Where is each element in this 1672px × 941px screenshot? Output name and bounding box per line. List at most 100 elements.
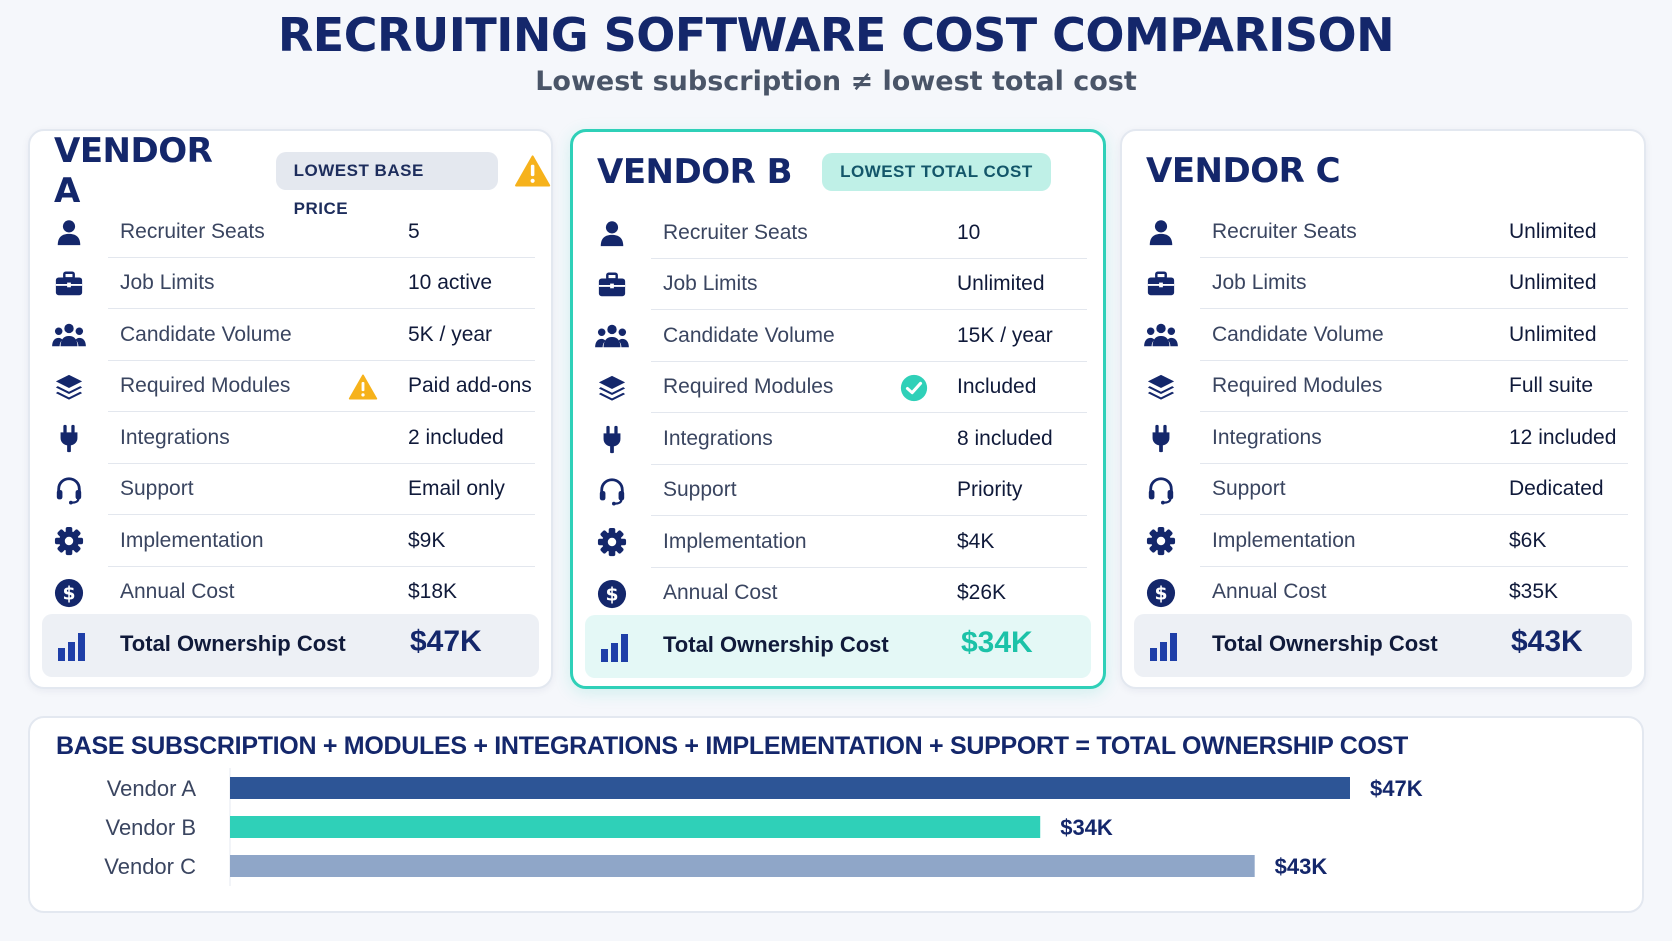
feature-row: Implementation $9K [30,515,551,567]
dollar-icon: $ [595,578,629,610]
bar-vendor-b [230,816,1041,838]
feature-value: $4K [957,529,995,553]
vendor-feature-list: Recruiter Seats 10 Job Limits Unlimited Cand… [573,207,1103,619]
row-divider [651,515,1087,516]
feature-label: Recruiter Seats [1212,219,1357,243]
row-divider [108,565,535,567]
feature-value: Unlimited [1509,271,1597,295]
layers-icon [595,372,629,404]
feature-row: Recruiter Seats 10 [573,207,1103,259]
user-icon [595,217,629,249]
svg-text:$: $ [605,584,618,605]
user-icon [52,216,86,248]
feature-value: 5 [408,219,420,243]
bar-value-label: $34K [1060,815,1113,840]
category-label: Vendor B [105,815,196,840]
briefcase-icon [1144,268,1178,300]
feature-row: Integrations 2 included [30,412,551,464]
row-divider [108,462,535,464]
feature-row: Integrations 8 included [573,413,1103,465]
feature-label: Job Limits [120,271,215,295]
total-cost-bar-chart: Vendor A $47K Vendor B $34K Vendor C $43K [104,768,1423,886]
feature-label: Candidate Volume [1212,322,1384,346]
feature-value: Dedicated [1509,477,1604,501]
total-ownership-label: Total Ownership Cost [1212,631,1438,656]
feature-value: 5K / year [408,322,493,346]
group-icon [52,319,86,351]
feature-value: 12 included [1509,425,1617,449]
warning-icon [348,372,378,402]
total-cost-chart-panel: BASE SUBSCRIPTION + MODULES + INTEGRATIO… [28,716,1644,913]
bar-value-label: $43K [1275,854,1328,879]
row-divider [1200,256,1628,258]
row-divider [651,257,1087,259]
feature-label: Implementation [1212,528,1356,552]
feature-value: $26K [957,581,1007,605]
row-divider [651,463,1087,465]
warning-icon [514,154,551,188]
feature-label: Required Modules [663,375,834,399]
gear-icon [1144,525,1178,557]
total-ownership-label: Total Ownership Cost [663,632,889,657]
feature-row: Candidate Volume Unlimited [1122,309,1644,361]
feature-value: 15K / year [957,323,1053,347]
row-divider [651,412,1087,413]
vendor-card-b: VENDOR B LOWEST TOTAL COST Recruiter Seats… [570,129,1106,689]
feature-value: 2 included [408,425,504,449]
row-divider [651,566,1087,568]
feature-label: Required Modules [120,374,291,398]
row-divider [108,256,535,258]
user-icon [1144,216,1178,248]
briefcase-icon [52,268,86,300]
feature-row: Required Modules Paid add-ons [30,361,551,412]
feature-row: Candidate Volume 15K / year [573,310,1103,362]
row-divider [108,514,535,515]
feature-label: Job Limits [1212,271,1307,295]
feature-value: Full suite [1509,374,1594,398]
row-divider [651,360,1087,362]
row-divider [1200,514,1628,515]
feature-value: Included [957,375,1037,399]
feature-row: Recruiter Seats Unlimited [1122,206,1644,258]
feature-row: Support Email only [30,464,551,515]
headset-icon [52,474,86,506]
layers-icon [1144,371,1178,403]
bar-chart-icon [1148,630,1184,662]
bar-value-label: $47K [1370,776,1423,801]
vendor-card-header: VENDOR A LOWEST BASE PRICE [54,131,551,218]
feature-label: Support [663,478,737,502]
plug-icon [595,423,629,455]
feature-label: Support [120,477,194,501]
bar-chart-icon [599,631,635,663]
feature-row: Integrations 12 included [1122,412,1644,464]
feature-value: Priority [957,478,1023,502]
feature-value: 10 [957,220,981,244]
feature-label: Annual Cost [120,580,235,604]
vendor-card-a: VENDOR A LOWEST BASE PRICE Recruiter Seats… [28,129,553,689]
vendor-card-header: VENDOR B LOWEST TOTAL COST [597,150,1051,194]
vendor-feature-list: Recruiter Seats 5 Job Limits 10 active Candi… [30,206,551,618]
total-ownership-row: Total Ownership Cost $47K [42,614,539,677]
plug-icon [52,422,86,454]
feature-row: Implementation $4K [573,516,1103,568]
row-divider [108,308,535,309]
feature-label: Support [1212,477,1286,501]
feature-label: Annual Cost [663,581,778,605]
check-circle-icon [899,373,929,403]
page-title: RECRUITING SOFTWARE COST COMPARISON [277,8,1395,62]
row-divider [108,411,535,412]
group-icon [595,320,629,352]
bar-vendor-c [230,855,1255,877]
vendor-badge: LOWEST TOTAL COST [822,153,1051,191]
vendor-name: VENDOR B [597,152,793,192]
feature-row: Support Dedicated [1122,464,1644,515]
row-divider [108,359,535,361]
row-divider [1200,308,1628,309]
gear-icon [52,525,86,557]
feature-row: Recruiter Seats 5 [30,206,551,258]
feature-row: Job Limits 10 active [30,258,551,309]
layers-icon [52,371,86,403]
feature-label: Job Limits [663,272,758,296]
row-divider [1200,411,1628,412]
feature-label: Recruiter Seats [120,219,265,243]
